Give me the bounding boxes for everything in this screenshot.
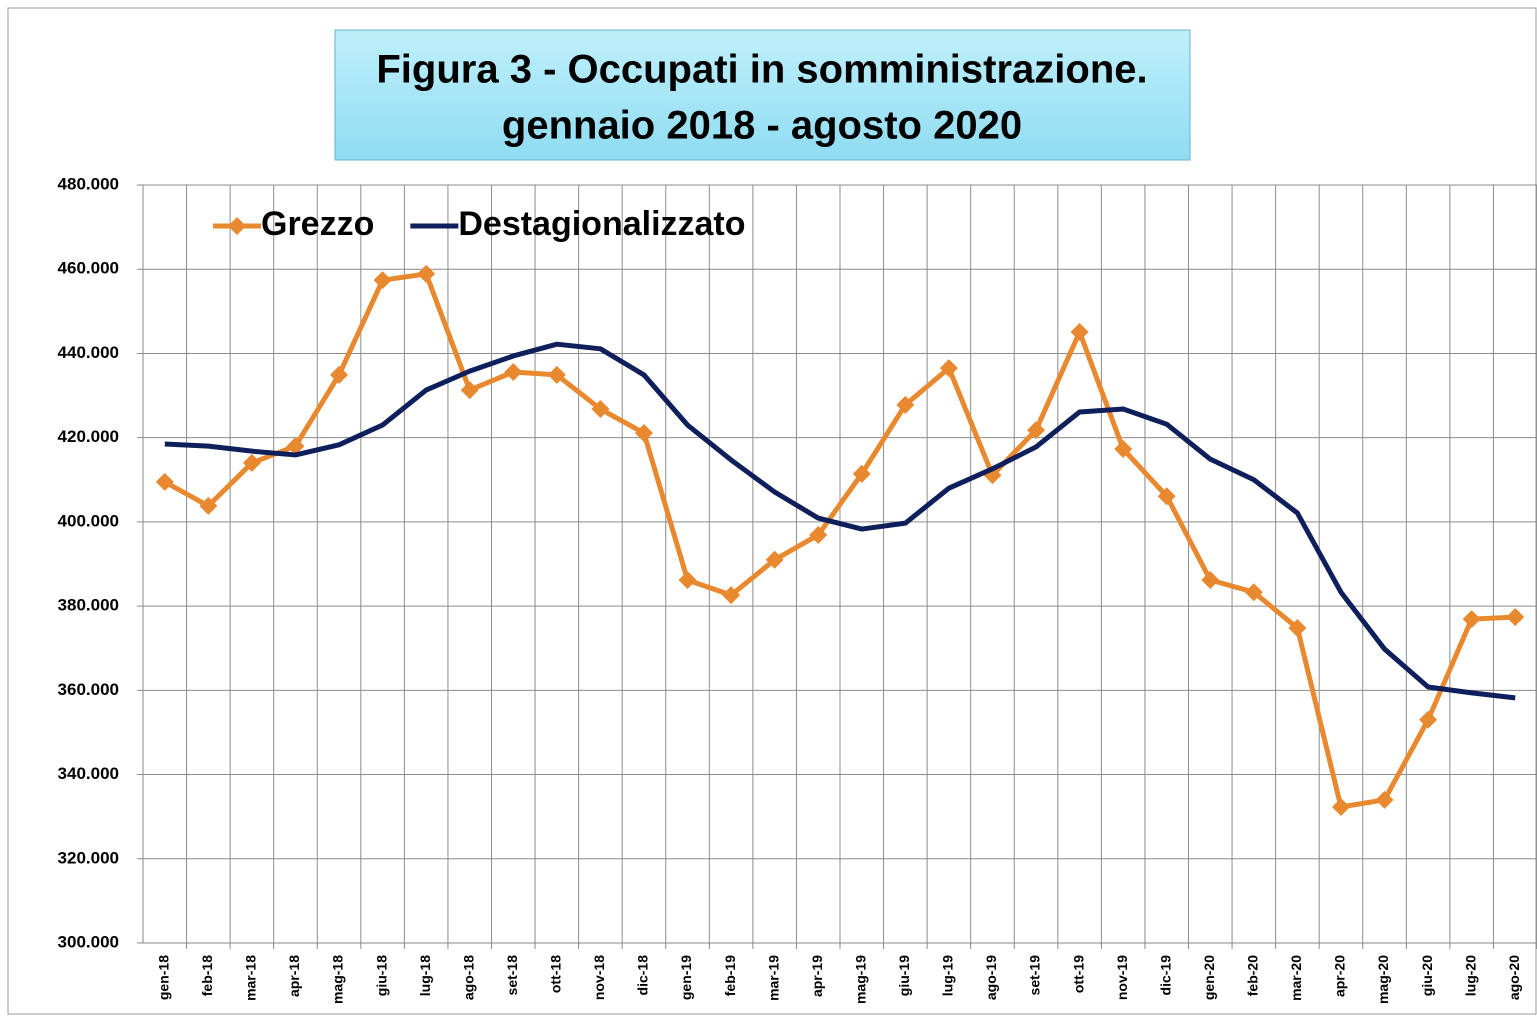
legend-label: Destagionalizzato <box>458 205 745 243</box>
chart-title: Figura 3 - Occupati in somministrazione. <box>376 48 1147 92</box>
x-tick-label: apr-18 <box>286 955 302 997</box>
x-tick-label: giu-20 <box>1419 955 1435 996</box>
marker <box>242 453 261 472</box>
legend-label: Grezzo <box>261 205 374 243</box>
x-tick-label: lug-20 <box>1462 955 1478 996</box>
marker <box>504 362 523 381</box>
x-tick-label: ago-18 <box>460 955 476 1000</box>
x-tick-label: set-19 <box>1027 955 1043 996</box>
x-tick-label: mar-19 <box>765 955 781 1001</box>
x-tick-label: giu-18 <box>373 955 389 996</box>
marker <box>939 359 958 378</box>
x-tick-label: mar-18 <box>243 955 259 1001</box>
x-tick-label: feb-18 <box>199 955 215 996</box>
x-tick-label: feb-19 <box>722 955 738 996</box>
marker <box>286 437 305 456</box>
marker <box>722 586 741 605</box>
y-tick-label: 340.000 <box>58 764 119 783</box>
marker <box>852 464 871 483</box>
x-tick-label: mar-20 <box>1288 955 1304 1001</box>
x-tick-label: dic-18 <box>635 955 651 996</box>
marker <box>678 571 697 590</box>
marker <box>1288 619 1307 638</box>
marker <box>1375 790 1394 809</box>
x-tick-label: mag-18 <box>330 955 346 1004</box>
series-line <box>164 341 1516 701</box>
marker <box>460 381 479 400</box>
x-tick-label: ago-20 <box>1506 955 1522 1000</box>
marker <box>1070 322 1089 341</box>
x-tick-label: gen-19 <box>678 955 694 1000</box>
marker <box>1201 571 1220 590</box>
x-tick-label: nov-19 <box>1114 955 1130 1000</box>
marker <box>809 525 828 544</box>
x-tick-label: gen-18 <box>155 955 171 1000</box>
chart-frame <box>7 7 1537 1015</box>
marker <box>1157 487 1176 506</box>
x-tick-label: ago-19 <box>983 955 999 1000</box>
marker <box>1419 710 1438 729</box>
y-tick-label: 420.000 <box>58 427 119 446</box>
marker <box>1244 583 1263 602</box>
marker <box>1506 608 1525 627</box>
x-tick-label: ott-18 <box>548 955 564 993</box>
marker <box>373 271 392 290</box>
x-tick-label: ott-19 <box>1070 955 1086 993</box>
y-tick-label: 480.000 <box>58 174 119 193</box>
y-tick-label: 360.000 <box>58 680 119 699</box>
y-tick-label: 380.000 <box>58 596 119 615</box>
x-tick-label: gen-20 <box>1201 955 1217 1000</box>
x-tick-label: dic-19 <box>1157 955 1173 996</box>
x-tick-label: giu-19 <box>896 955 912 996</box>
marker <box>634 424 653 443</box>
x-tick-label: mag-20 <box>1375 955 1391 1004</box>
y-tick-label: 400.000 <box>58 511 119 530</box>
x-tick-label: apr-19 <box>809 955 825 997</box>
x-tick-label: apr-20 <box>1332 955 1348 997</box>
marker <box>1462 610 1481 629</box>
marker <box>1027 421 1046 440</box>
marker <box>1114 440 1133 459</box>
marker <box>199 496 218 515</box>
marker <box>591 400 610 419</box>
x-tick-label: lug-19 <box>940 955 956 996</box>
marker <box>547 365 566 384</box>
y-tick-label: 440.000 <box>58 343 119 362</box>
marker <box>330 365 349 384</box>
marker <box>765 550 784 569</box>
y-tick-label: 460.000 <box>58 259 119 278</box>
legend-marker <box>228 217 246 235</box>
chart-subtitle: gennaio 2018 - agosto 2020 <box>502 104 1022 148</box>
marker <box>1331 797 1350 816</box>
marker <box>896 395 915 414</box>
y-tick-label: 320.000 <box>58 848 119 867</box>
marker <box>417 264 436 283</box>
x-tick-label: feb-20 <box>1245 955 1261 996</box>
x-tick-label: mag-19 <box>852 955 868 1004</box>
x-tick-label: nov-18 <box>591 955 607 1000</box>
x-tick-label: set-18 <box>504 955 520 996</box>
marker <box>155 472 174 491</box>
title-box <box>334 29 1191 161</box>
x-tick-label: lug-18 <box>417 955 433 996</box>
y-tick-label: 300.000 <box>58 932 119 951</box>
